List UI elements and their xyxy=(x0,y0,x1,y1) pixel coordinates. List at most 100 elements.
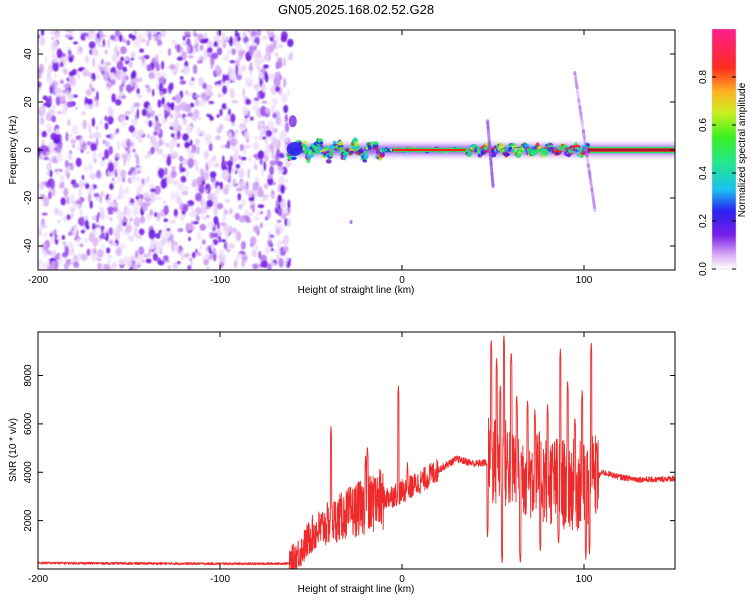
band-blob xyxy=(363,154,369,159)
noise-speck xyxy=(170,169,177,179)
streak-dot xyxy=(580,122,585,127)
noise-speck xyxy=(161,60,165,70)
band-blob xyxy=(338,146,346,152)
noise-speck xyxy=(130,174,134,184)
noise-speck xyxy=(70,246,75,256)
noise-speck xyxy=(222,169,230,181)
noise-speck xyxy=(246,30,251,33)
noise-speck xyxy=(168,220,176,224)
noise-speck xyxy=(99,119,103,126)
noise-speck xyxy=(94,132,102,139)
noise-speck xyxy=(267,34,274,38)
noise-speck xyxy=(182,35,186,41)
noise-speck xyxy=(155,60,160,72)
noise-speck xyxy=(90,143,97,152)
noise-speck xyxy=(169,64,176,70)
noise-speck xyxy=(157,259,165,266)
noise-speck xyxy=(86,141,92,146)
noise-speck xyxy=(120,169,126,179)
noise-speck xyxy=(83,237,88,244)
streak-dot xyxy=(578,105,582,110)
noise-speck xyxy=(275,116,281,126)
spectrogram-y-label: Frequency (Hz) xyxy=(8,116,19,185)
noise-speck xyxy=(210,183,215,189)
noise-speck xyxy=(232,165,237,173)
noise-speck xyxy=(139,215,146,224)
band-blob xyxy=(306,158,311,164)
noise-speck xyxy=(40,225,48,229)
band-blob xyxy=(354,141,359,147)
noise-speck xyxy=(68,56,74,63)
noise-speck xyxy=(174,44,178,50)
snr-x-label: Height of straight line (km) xyxy=(298,584,415,595)
noise-speck xyxy=(223,37,231,41)
noise-speck xyxy=(52,40,58,50)
noise-speck xyxy=(48,126,52,134)
noise-speck xyxy=(82,72,88,76)
noise-speck xyxy=(263,64,269,69)
noise-speck xyxy=(38,48,41,53)
noise-speck xyxy=(270,146,275,155)
noise-speck xyxy=(278,210,283,217)
noise-speck xyxy=(182,41,187,46)
noise-speck xyxy=(66,214,71,220)
noise-speck xyxy=(214,84,221,88)
noise-speck xyxy=(247,81,253,87)
noise-speck xyxy=(109,217,113,222)
noise-speck xyxy=(199,206,207,215)
noise-speck xyxy=(170,133,175,138)
band-blob xyxy=(352,138,359,143)
noise-speck xyxy=(66,101,74,108)
noise-speck xyxy=(155,82,160,91)
spectrogram-x-tick-label: 0 xyxy=(399,275,405,286)
noise-speck xyxy=(282,235,290,246)
streak-dot xyxy=(579,112,583,117)
noise-speck xyxy=(88,72,92,78)
noise-speck xyxy=(137,94,144,99)
noise-speck xyxy=(205,133,213,144)
noise-speck xyxy=(270,248,274,252)
noise-speck xyxy=(141,108,147,117)
noise-speck xyxy=(60,197,66,206)
noise-speck xyxy=(85,150,91,154)
noise-speck xyxy=(95,49,99,57)
noise-speck xyxy=(104,61,112,67)
noise-speck xyxy=(235,163,241,169)
noise-speck xyxy=(132,148,136,153)
noise-speck xyxy=(249,61,253,72)
band-blob xyxy=(372,141,379,145)
band-blob xyxy=(314,149,320,155)
noise-speck xyxy=(237,36,241,42)
noise-speck xyxy=(123,209,127,216)
noise-speck xyxy=(38,120,41,127)
noise-speck xyxy=(160,50,163,55)
noise-speck xyxy=(240,180,244,188)
noise-speck xyxy=(84,55,90,64)
noise-speck xyxy=(48,159,52,170)
noise-speck xyxy=(180,46,184,52)
streak-dot xyxy=(588,173,592,178)
noise-speck xyxy=(96,72,100,82)
noise-speck xyxy=(170,102,175,111)
noise-speck xyxy=(58,209,64,217)
streak-dot xyxy=(579,115,584,120)
noise-speck xyxy=(266,208,271,220)
noise-speck xyxy=(78,179,85,190)
noise-speck xyxy=(132,77,140,83)
spectrogram-x-ticks: -200 -100 0 100 xyxy=(28,30,593,286)
noise-speck xyxy=(90,78,94,88)
noise-speck xyxy=(67,241,74,248)
noise-speck xyxy=(92,57,95,68)
spectrogram-y-tick-label: 0 xyxy=(23,147,34,153)
noise-speck xyxy=(243,209,250,217)
noise-speck xyxy=(174,241,179,246)
noise-speck xyxy=(104,148,110,160)
noise-speck xyxy=(173,140,178,144)
streak-dot xyxy=(487,133,491,138)
noise-speck xyxy=(195,192,202,202)
noise-speck xyxy=(254,30,262,35)
noise-speck xyxy=(269,165,274,176)
noise-speck xyxy=(107,211,114,215)
noise-speck xyxy=(160,237,166,246)
streak-dot xyxy=(575,84,579,90)
